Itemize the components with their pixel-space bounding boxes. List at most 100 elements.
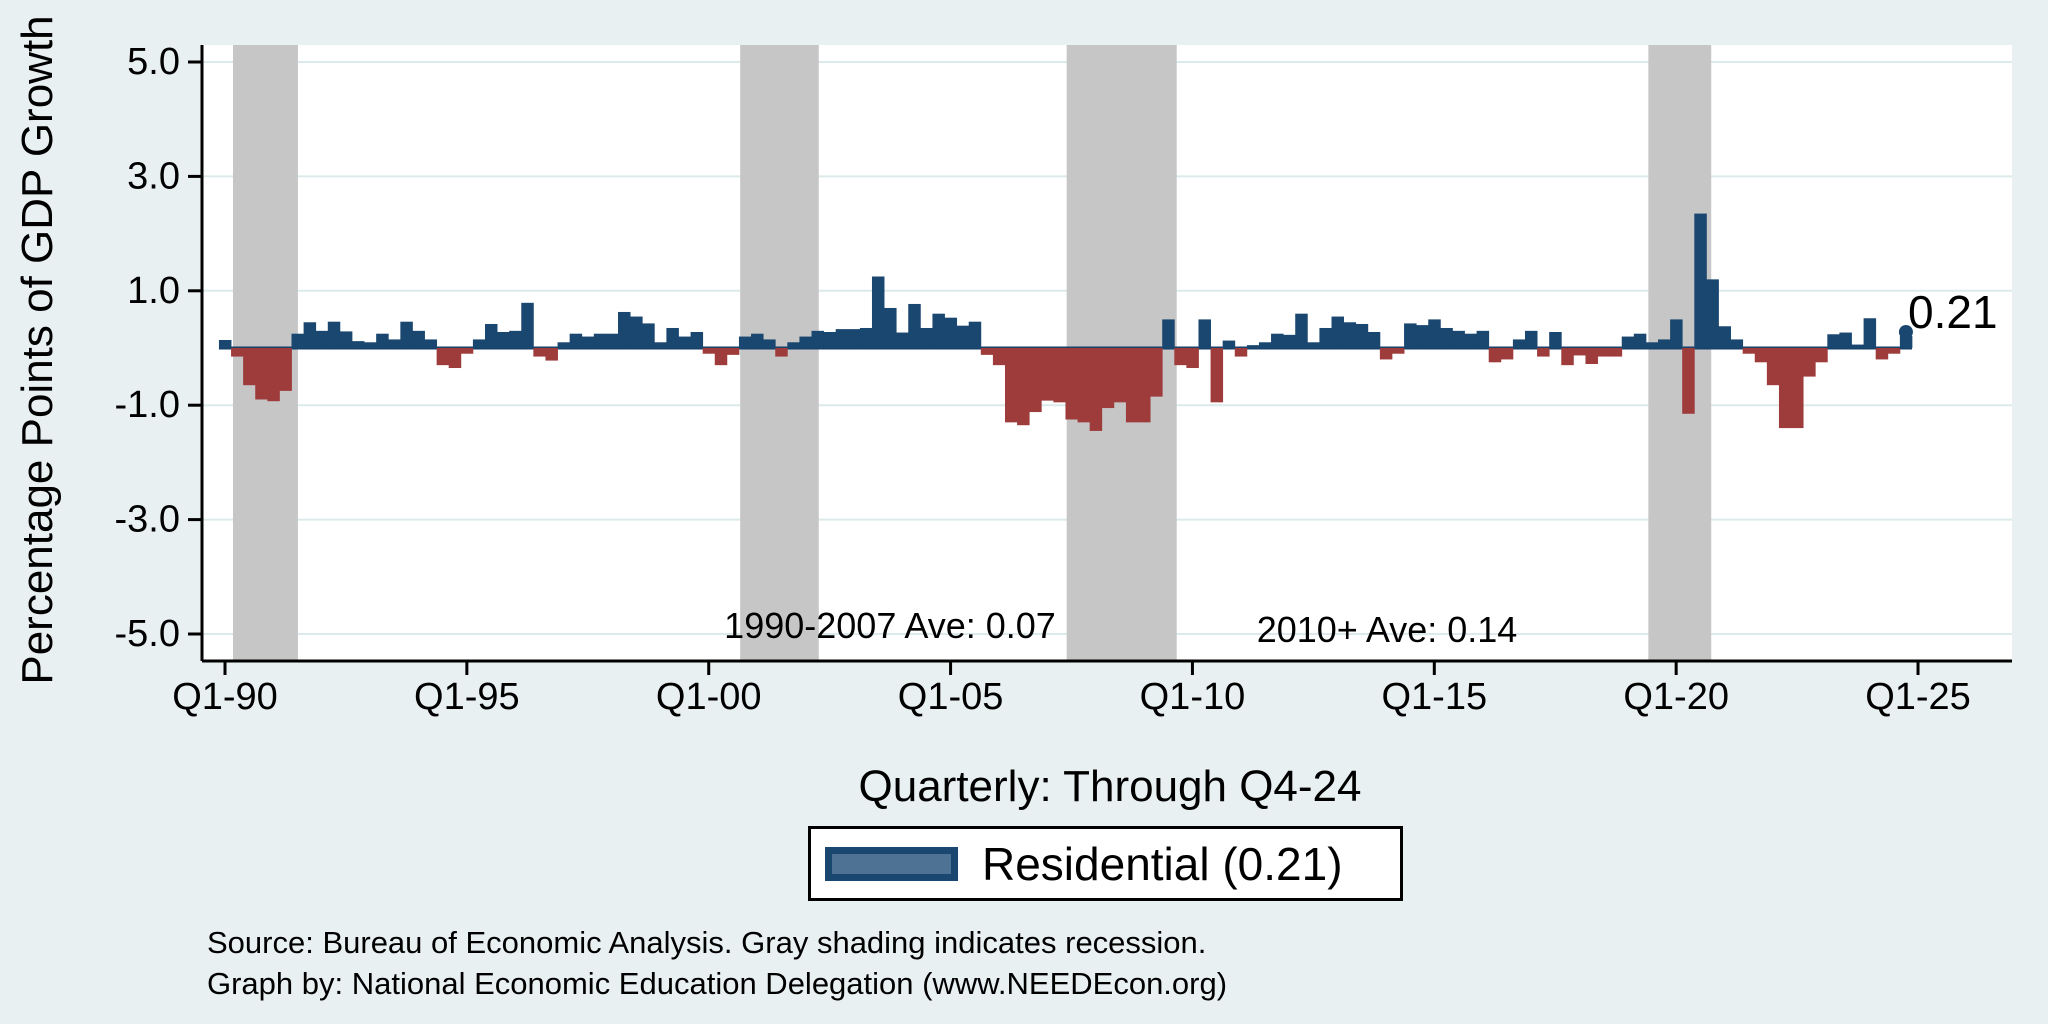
- bar-q65: [1004, 348, 1018, 423]
- bar-q108: [1524, 330, 1538, 348]
- x-tick-label-Q1-15: Q1-15: [1381, 676, 1487, 718]
- x-tick-label-Q1-20: Q1-20: [1623, 676, 1729, 718]
- x-tick-label-Q1-95: Q1-95: [414, 676, 520, 718]
- bar-q71: [1077, 348, 1091, 423]
- bar-q125: [1730, 339, 1744, 348]
- bar-q138: [1887, 348, 1901, 354]
- bar-q4: [267, 348, 280, 402]
- annotation-late-average: 2010+ Ave: 0.14: [1256, 609, 1518, 650]
- bar-q38: [678, 336, 691, 348]
- bar-q16: [412, 330, 425, 348]
- bar-q70: [1065, 348, 1078, 420]
- bar-q12: [364, 342, 377, 348]
- y-tick-label--3.0: -3.0: [115, 499, 180, 541]
- bar-q100: [1428, 319, 1441, 348]
- bar-q117: [1633, 333, 1647, 348]
- bar-q11: [351, 341, 365, 348]
- bar-q57: [908, 303, 921, 348]
- bar-q46: [775, 348, 788, 357]
- bar-q87: [1271, 333, 1284, 348]
- bar-q102: [1452, 330, 1465, 348]
- bar-q97: [1391, 348, 1405, 354]
- y-tick-label-1.0: 1.0: [127, 270, 180, 312]
- bar-q2: [243, 348, 256, 386]
- bar-q95: [1367, 331, 1381, 348]
- bar-q107: [1512, 339, 1526, 348]
- bar-q119: [1658, 339, 1671, 348]
- bar-q69: [1053, 348, 1066, 403]
- bar-q124: [1718, 326, 1731, 348]
- bar-q83: [1222, 340, 1236, 348]
- bar-q103: [1464, 333, 1478, 348]
- bar-q33: [618, 311, 631, 348]
- bar-q101: [1440, 327, 1453, 348]
- bar-q43: [738, 336, 752, 348]
- bar-q41: [714, 348, 728, 366]
- bar-q118: [1645, 342, 1659, 348]
- bar-q31: [593, 333, 607, 348]
- bar-q75: [1125, 348, 1139, 423]
- bar-q24: [509, 330, 522, 348]
- bar-q89: [1295, 313, 1308, 348]
- bar-q91: [1319, 327, 1332, 348]
- bar-q104: [1476, 330, 1490, 348]
- bar-q105: [1488, 348, 1502, 363]
- bar-q30: [581, 336, 595, 348]
- source-note: Source: Bureau of Economic Analysis. Gra…: [207, 922, 1227, 1004]
- bar-q20: [460, 348, 474, 354]
- bar-q74: [1113, 348, 1127, 403]
- bar-q113: [1585, 348, 1598, 365]
- bar-q64: [992, 348, 1006, 366]
- bar-q48: [799, 336, 812, 348]
- x-tick-label-Q1-25: Q1-25: [1865, 676, 1971, 718]
- x-tick-label-Q1-90: Q1-90: [172, 676, 278, 718]
- y-axis-title: Percentage Points of GDP Growth: [13, 15, 62, 685]
- bar-q81: [1198, 319, 1211, 348]
- bar-q68: [1041, 348, 1054, 401]
- bar-q17: [424, 339, 438, 348]
- bar-q139: [1899, 335, 1913, 348]
- bar-q44: [751, 333, 764, 348]
- bar-q15: [400, 321, 413, 348]
- bar-q114: [1597, 348, 1611, 357]
- bar-q22: [484, 323, 498, 348]
- bar-q130: [1791, 348, 1804, 429]
- bar-q78: [1162, 319, 1175, 348]
- bar-q133: [1827, 334, 1840, 348]
- bar-q134: [1839, 332, 1852, 348]
- bar-q127: [1754, 348, 1768, 363]
- bar-q76: [1138, 348, 1151, 423]
- bar-q115: [1609, 348, 1623, 357]
- bar-q34: [630, 316, 643, 348]
- bar-q116: [1621, 336, 1635, 348]
- bar-q51: [835, 329, 849, 348]
- residential-series-swatch-fill: [832, 853, 951, 874]
- credit-line: Graph by: National Economic Education De…: [207, 966, 1228, 1001]
- bar-q88: [1283, 334, 1296, 348]
- last-bar-marker: [1898, 324, 1913, 339]
- bar-q93: [1343, 322, 1357, 348]
- bar-q40: [702, 348, 716, 354]
- y-tick-label--1.0: -1.0: [115, 384, 180, 426]
- bar-q109: [1537, 348, 1550, 357]
- bar-q72: [1089, 348, 1103, 431]
- bar-q42: [726, 348, 740, 355]
- bar-q37: [666, 327, 679, 348]
- x-tick-label-Q1-00: Q1-00: [656, 676, 762, 718]
- bar-q136: [1863, 318, 1877, 348]
- bar-q82: [1210, 348, 1224, 403]
- bar-q28: [557, 342, 571, 348]
- bar-q45: [763, 339, 776, 348]
- bar-q110: [1549, 331, 1562, 348]
- bar-q50: [823, 331, 837, 348]
- bar-q49: [811, 330, 825, 348]
- legend: Residential (0.21): [808, 826, 1403, 901]
- y-tick-label--5.0: -5.0: [115, 613, 180, 655]
- bar-q3: [255, 348, 268, 400]
- bar-q128: [1766, 348, 1780, 386]
- bar-q77: [1150, 348, 1163, 397]
- annotation-early-average: 1990-2007 Ave: 0.07: [724, 605, 1056, 646]
- bar-q122: [1694, 213, 1707, 348]
